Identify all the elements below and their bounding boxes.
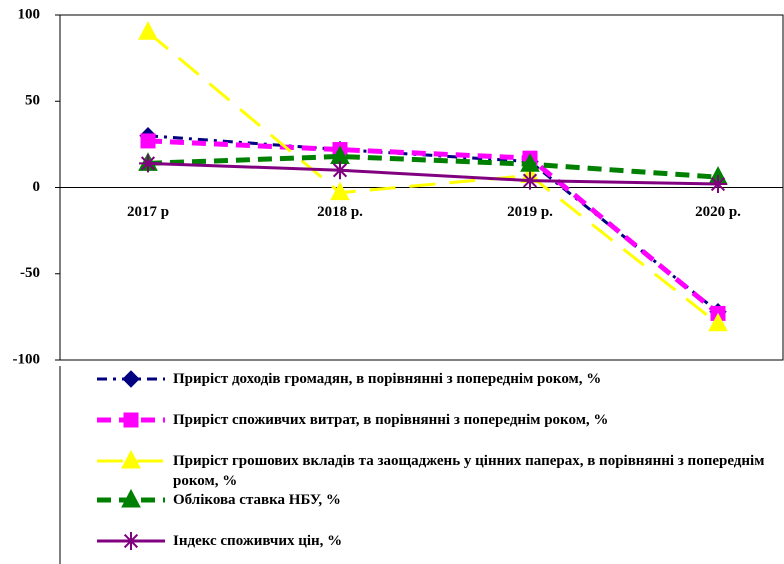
marker [521, 171, 539, 190]
marker [121, 488, 141, 508]
series-line [147, 134, 719, 313]
marker [121, 449, 141, 469]
marker [709, 175, 727, 194]
series-line [147, 31, 719, 325]
legend-text-box: Облікова ставка НБУ, % [173, 492, 341, 508]
marker [520, 153, 540, 172]
x-tick-label: 2018 р. [317, 204, 363, 220]
x-tick-label: 2017 р [127, 204, 169, 220]
legend-label: Приріст грошових вкладів та заощаджень у… [173, 453, 765, 489]
y-tick-label: 100 [18, 6, 41, 22]
marker [123, 412, 139, 428]
marker [330, 181, 350, 201]
legend-label: Індекс споживчих цін, % [173, 533, 343, 549]
legend-label: Приріст доходів громадян, в порівнянні з… [173, 371, 602, 387]
y-tick-label: 50 [25, 93, 40, 109]
x-tick-label: 2020 р. [695, 204, 741, 220]
series-line [147, 161, 719, 186]
x-tick-label: 2019 р. [507, 204, 553, 220]
marker [122, 532, 140, 550]
marker [122, 370, 140, 388]
y-tick-label: 0 [33, 179, 41, 195]
legend-text-box: Приріст грошових вкладів та заощаджень у… [173, 453, 765, 489]
legend-label: Облікова ставка НБУ, % [173, 492, 341, 508]
legend-text-box: Приріст споживчих витрат, в порівнянні з… [173, 412, 609, 428]
marker [138, 21, 158, 40]
marker [331, 161, 349, 180]
marker [140, 133, 156, 149]
legend-label: Приріст споживчих витрат, в порівнянні з… [173, 412, 609, 428]
series-line [147, 138, 720, 316]
marker [139, 154, 157, 173]
series-line [147, 153, 719, 180]
marker [708, 312, 728, 332]
y-tick-label: -100 [13, 351, 41, 367]
legend-text-box: Індекс споживчих цін, % [173, 533, 343, 549]
y-tick-label: -50 [20, 265, 40, 281]
legend-text-box: Приріст доходів громадян, в порівнянні з… [173, 371, 602, 387]
